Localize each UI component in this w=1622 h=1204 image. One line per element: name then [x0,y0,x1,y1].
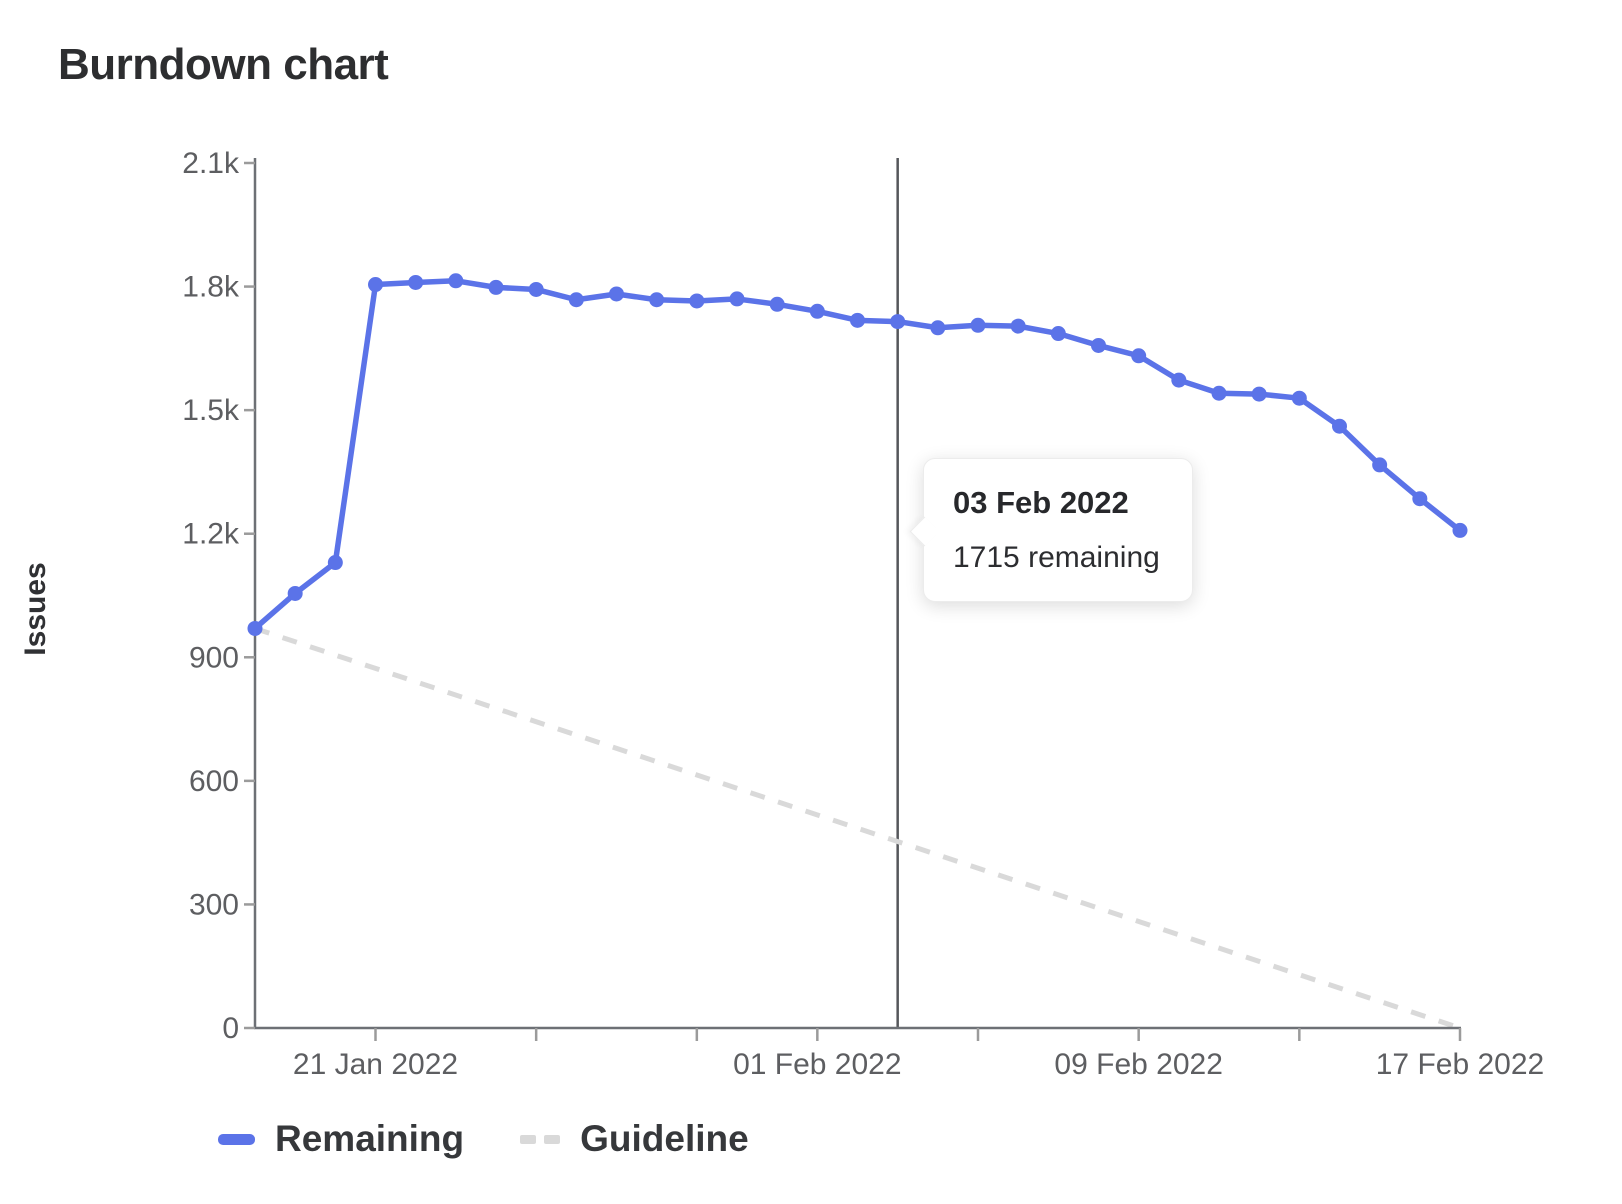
data-point[interactable] [1412,491,1428,507]
remaining-line [252,278,1463,632]
data-point[interactable] [1211,385,1227,401]
y-axis-tick-label: 2.1k [182,147,240,180]
data-point[interactable] [930,320,946,336]
legend-item-remaining[interactable]: Remaining [218,1118,464,1160]
data-point[interactable] [1091,337,1106,353]
data-point[interactable] [1332,418,1347,434]
data-point[interactable] [1372,457,1388,473]
data-point[interactable] [568,292,584,308]
data-point[interactable] [1050,326,1066,342]
y-axis-tick-label: 900 [189,641,239,674]
y-axis-tick-label: 1.5k [182,394,240,427]
data-point[interactable] [448,273,464,289]
data-point[interactable] [649,292,665,308]
data-point[interactable] [809,303,825,319]
y-axis-tick-label: 1.8k [182,271,240,304]
y-axis-tick-label: 600 [189,765,239,798]
tooltip-value: 1715 remaining [953,541,1160,574]
data-point[interactable] [528,281,544,297]
x-axis-tick-label: 21 Jan 2022 [293,1048,458,1081]
x-axis-tick-label: 17 Feb 2022 [1376,1048,1544,1081]
data-point[interactable] [609,286,624,302]
x-axis-tick-label: 01 Feb 2022 [733,1048,901,1081]
data-point[interactable] [769,296,785,312]
legend-label-guideline: Guideline [580,1118,749,1159]
x-axis-tick-label: 09 Feb 2022 [1054,1048,1222,1081]
data-point[interactable] [287,585,303,601]
page-title: Burndown chart [58,40,389,89]
data-point[interactable] [327,555,343,571]
chart-tooltip: 03 Feb 2022 1715 remaining [909,458,1193,602]
y-axis-tick-label: 1.2k [182,518,240,551]
guideline-series-swatch-icon [520,1134,561,1144]
data-point[interactable] [1171,372,1187,388]
legend-label-remaining: Remaining [275,1118,465,1159]
data-point[interactable] [1452,522,1468,538]
y-axis-tick-label: 300 [189,888,239,921]
data-point[interactable] [1010,318,1026,334]
data-point[interactable] [729,291,745,307]
data-point[interactable] [850,312,865,328]
data-point[interactable] [689,293,705,309]
data-point[interactable] [970,317,986,333]
data-point[interactable] [890,314,906,330]
data-point[interactable] [488,279,504,295]
remaining-series-swatch-icon [218,1133,255,1145]
legend-item-guideline[interactable]: Guideline [520,1118,749,1160]
data-point[interactable] [1251,386,1267,402]
tooltip-date: 03 Feb 2022 [953,485,1129,520]
data-point[interactable] [1131,348,1147,364]
chart-legend: Remaining Guideline [218,1118,749,1160]
y-axis-tick-label: 0 [222,1012,239,1045]
data-point[interactable] [1291,390,1307,406]
data-point[interactable] [247,620,263,636]
data-point[interactable] [408,274,424,290]
data-point[interactable] [368,277,383,293]
guideline-line [254,626,1461,1031]
